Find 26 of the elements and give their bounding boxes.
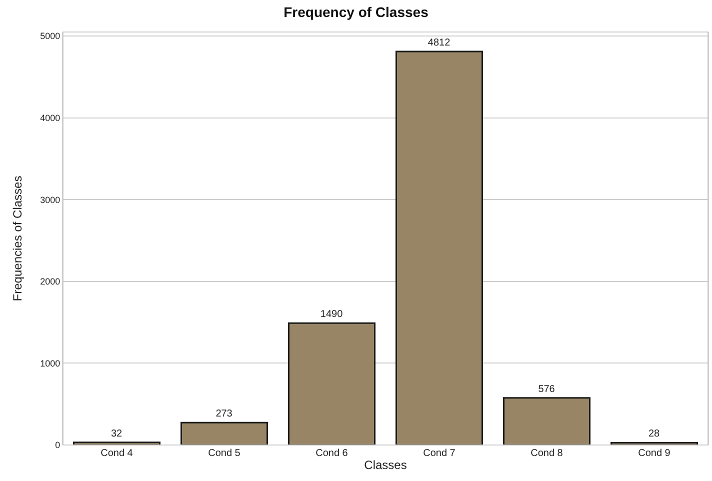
y-tick-label: 4000 bbox=[40, 113, 60, 124]
bar bbox=[288, 322, 376, 445]
x-tick-label: Cond 5 bbox=[208, 448, 241, 459]
data-label: 576 bbox=[538, 384, 556, 395]
x-axis-title: Classes bbox=[364, 458, 407, 472]
bar bbox=[503, 397, 590, 445]
data-label: 273 bbox=[216, 408, 233, 420]
bar bbox=[396, 50, 483, 445]
y-axis-title: Frequencies of Classes bbox=[10, 176, 24, 302]
bar bbox=[180, 422, 268, 445]
x-tick-label: Cond 4 bbox=[100, 448, 134, 459]
data-label: 28 bbox=[648, 428, 660, 440]
y-tick-label: 3000 bbox=[40, 194, 60, 205]
y-tick-label: 1000 bbox=[40, 358, 60, 368]
x-tick-label: Cond 6 bbox=[316, 448, 348, 459]
data-label: 4812 bbox=[428, 37, 451, 48]
chart-title: Frequency of Classes bbox=[284, 4, 429, 20]
y-tick-label: 0 bbox=[55, 440, 60, 450]
y-tick-label: 5000 bbox=[40, 31, 60, 42]
bar bbox=[73, 442, 160, 445]
x-tick-label: Cond 9 bbox=[638, 448, 671, 459]
x-tick-label: Cond 8 bbox=[530, 448, 564, 459]
data-label: 1490 bbox=[320, 309, 344, 320]
y-tick-label: 2000 bbox=[40, 276, 60, 287]
data-label: 32 bbox=[110, 428, 123, 440]
x-tick-label: Cond 7 bbox=[423, 448, 456, 459]
